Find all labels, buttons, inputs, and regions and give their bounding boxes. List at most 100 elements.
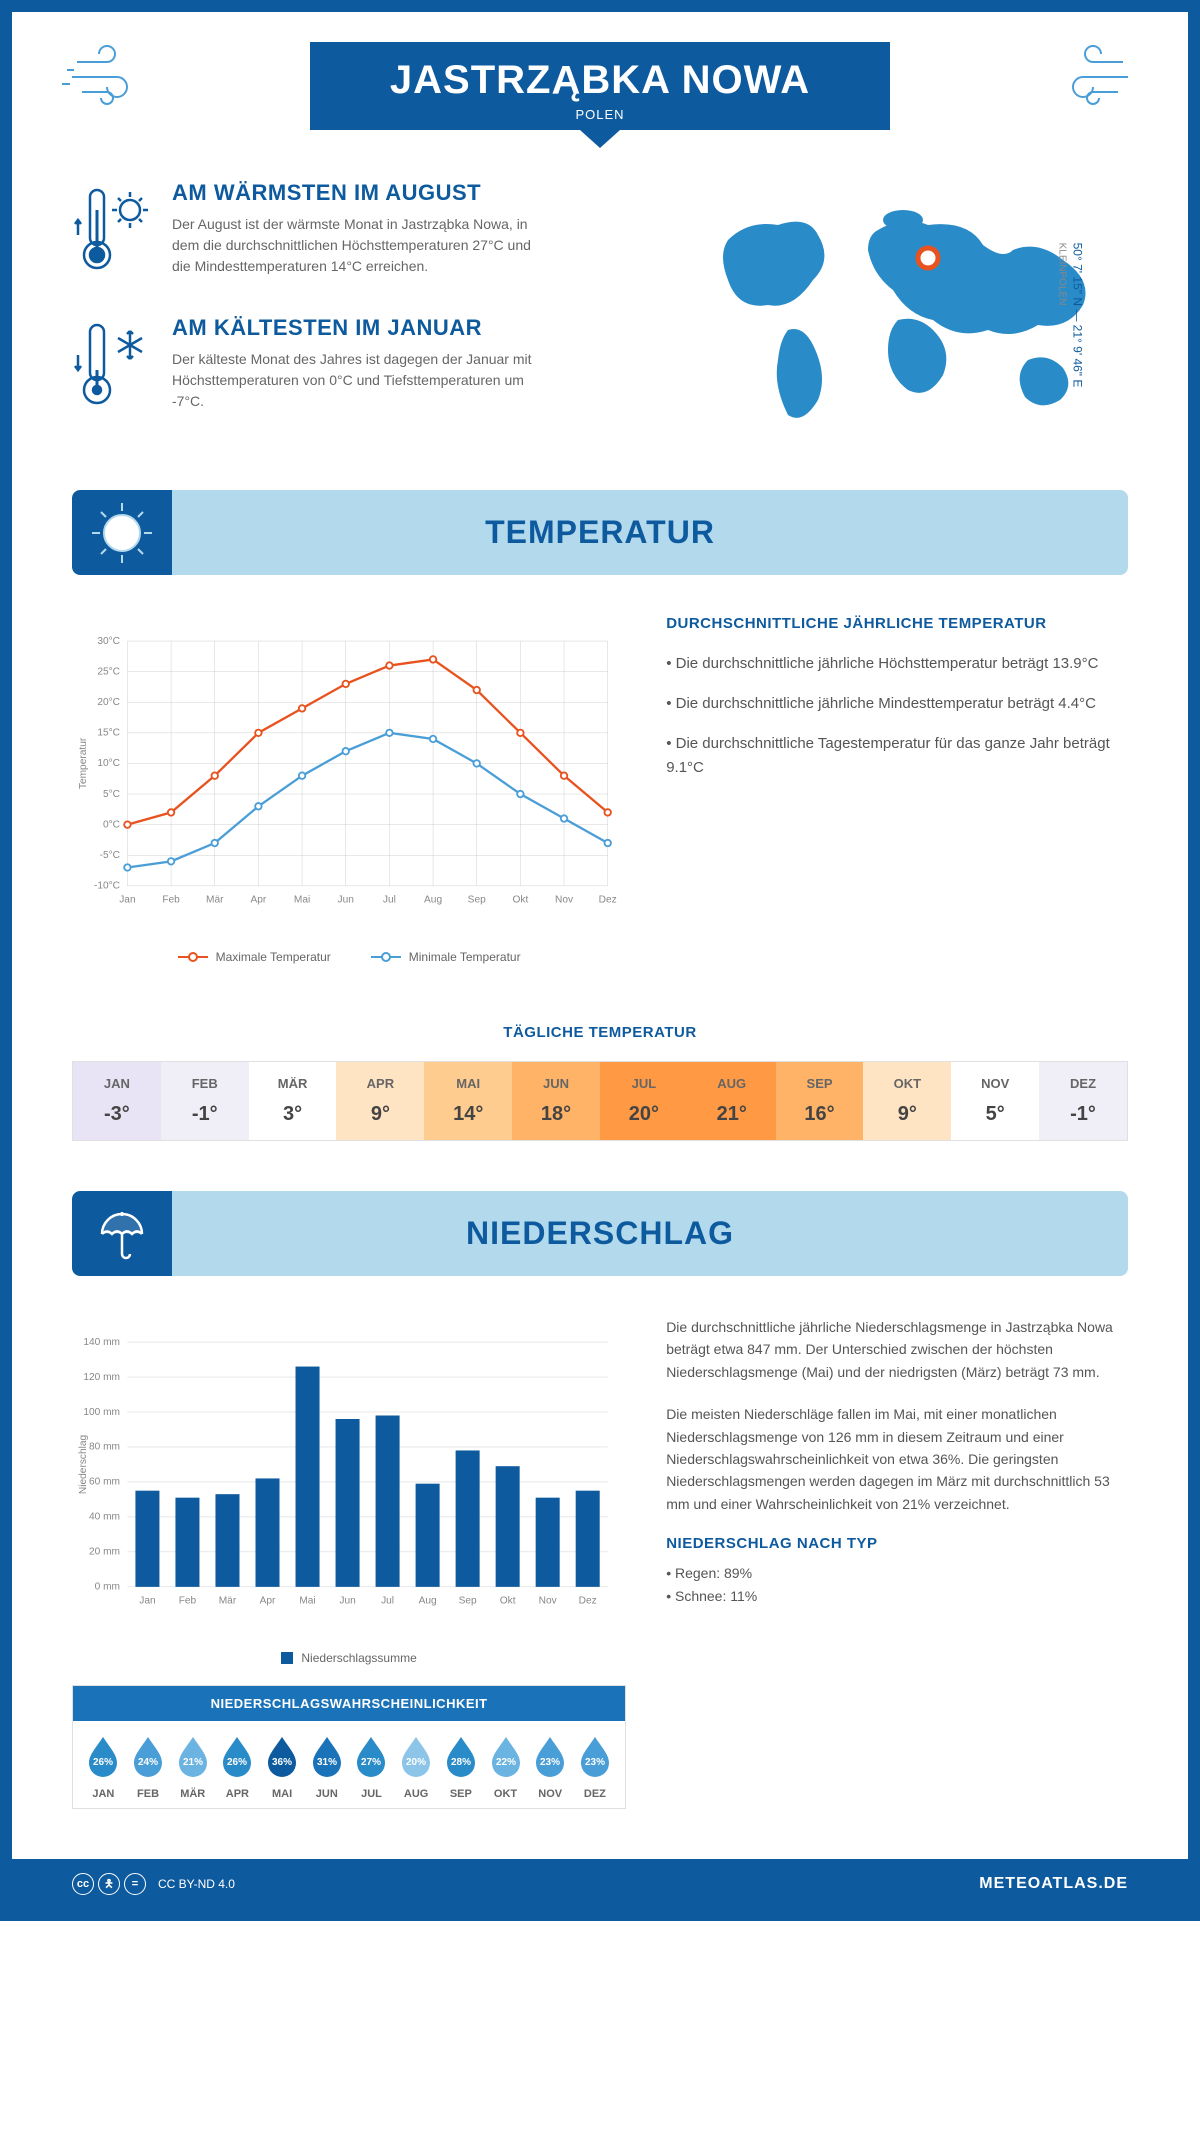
precip-text: Die durchschnittliche jährliche Niedersc… <box>666 1316 1128 1383</box>
svg-text:Niederschlag: Niederschlag <box>78 1435 89 1494</box>
temp-bullet: • Die durchschnittliche jährliche Mindes… <box>666 692 1128 716</box>
sun-icon <box>72 490 172 575</box>
svg-text:Mär: Mär <box>219 1595 237 1606</box>
svg-text:Aug: Aug <box>419 1595 437 1606</box>
daily-cell: APR 9° <box>336 1062 424 1140</box>
svg-text:Apr: Apr <box>260 1595 276 1606</box>
svg-text:21%: 21% <box>183 1757 203 1768</box>
site-name: METEOATLAS.DE <box>979 1875 1128 1893</box>
precipitation-title: NIEDERSCHLAG <box>72 1215 1128 1252</box>
svg-text:Nov: Nov <box>539 1595 558 1606</box>
svg-text:120 mm: 120 mm <box>83 1372 120 1383</box>
svg-text:80 mm: 80 mm <box>89 1442 120 1453</box>
daily-cell: NOV 5° <box>951 1062 1039 1140</box>
probability-cell: 28% SEP <box>439 1733 484 1800</box>
daily-cell: MÄR 3° <box>249 1062 337 1140</box>
svg-text:Nov: Nov <box>555 894 574 905</box>
chart-legend: .legend-line[style*="e8521e"]::before{bo… <box>72 950 626 964</box>
header: JASTRZĄBKA NOWA POLEN <box>12 12 1188 180</box>
country-name: POLEN <box>390 107 810 122</box>
umbrella-icon <box>72 1191 172 1276</box>
svg-text:10°C: 10°C <box>97 758 120 769</box>
svg-text:20 mm: 20 mm <box>89 1547 120 1558</box>
svg-text:Mai: Mai <box>299 1595 315 1606</box>
svg-text:25°C: 25°C <box>97 666 120 677</box>
footer: cc 🯅 = CC BY-ND 4.0 METEOATLAS.DE <box>12 1859 1188 1909</box>
svg-text:100 mm: 100 mm <box>83 1407 120 1418</box>
precipitation-chart: 0 mm20 mm40 mm60 mm80 mm100 mm120 mm140 … <box>72 1316 626 1636</box>
temperature-info: DURCHSCHNITTLICHE JÄHRLICHE TEMPERATUR •… <box>666 615 1128 964</box>
by-icon: 🯅 <box>98 1873 120 1895</box>
world-map-container: 50° 7' 15" N — 21° 9' 46" E KLEINPOLEN <box>688 180 1128 450</box>
warmest-title: AM WÄRMSTEN IM AUGUST <box>172 180 532 206</box>
precipitation-section-header: NIEDERSCHLAG <box>72 1191 1128 1276</box>
probability-cell: 26% JAN <box>81 1733 126 1800</box>
svg-text:20%: 20% <box>406 1757 426 1768</box>
wind-icon <box>1048 42 1138 117</box>
daily-cell: SEP 16° <box>776 1062 864 1140</box>
city-name: JASTRZĄBKA NOWA <box>390 58 810 103</box>
probability-cell: 23% NOV <box>528 1733 573 1800</box>
precip-type-title: NIEDERSCHLAG NACH TYP <box>666 1535 1128 1552</box>
svg-text:0°C: 0°C <box>103 819 120 830</box>
svg-text:23%: 23% <box>540 1757 560 1768</box>
daily-cell: MAI 14° <box>424 1062 512 1140</box>
temp-bullet: • Die durchschnittliche Tagestemperatur … <box>666 732 1128 780</box>
temperature-content: -10°C-5°C0°C5°C10°C15°C20°C25°C30°CJanFe… <box>12 575 1188 1004</box>
coordinates: 50° 7' 15" N — 21° 9' 46" E KLEINPOLEN <box>1057 243 1085 388</box>
temp-info-title: DURCHSCHNITTLICHE JÄHRLICHE TEMPERATUR <box>666 615 1128 632</box>
svg-text:-10°C: -10°C <box>94 881 120 892</box>
svg-text:40 mm: 40 mm <box>89 1512 120 1523</box>
svg-text:31%: 31% <box>317 1757 337 1768</box>
daily-cell: AUG 21° <box>688 1062 776 1140</box>
svg-text:Dez: Dez <box>599 894 617 905</box>
coldest-block: AM KÄLTESTEN IM JANUAR Der kälteste Mona… <box>72 315 648 420</box>
svg-text:Jan: Jan <box>139 1595 155 1606</box>
cc-icons: cc 🯅 = <box>72 1873 146 1895</box>
daily-cell: OKT 9° <box>863 1062 951 1140</box>
svg-text:60 mm: 60 mm <box>89 1477 120 1488</box>
svg-text:30°C: 30°C <box>97 636 120 647</box>
probability-box: NIEDERSCHLAGSWAHRSCHEINLICHKEIT 26% JAN … <box>72 1685 626 1809</box>
svg-text:Dez: Dez <box>579 1595 597 1606</box>
svg-text:Jun: Jun <box>338 894 354 905</box>
svg-text:15°C: 15°C <box>97 728 120 739</box>
svg-text:Feb: Feb <box>179 1595 197 1606</box>
probability-cell: 22% OKT <box>483 1733 528 1800</box>
warmest-text: Der August ist der wärmste Monat in Jast… <box>172 214 532 277</box>
precip-text: Die meisten Niederschläge fallen im Mai,… <box>666 1403 1128 1515</box>
coldest-title: AM KÄLTESTEN IM JANUAR <box>172 315 532 341</box>
svg-text:Sep: Sep <box>468 894 486 905</box>
temperature-title: TEMPERATUR <box>72 514 1128 551</box>
svg-text:Feb: Feb <box>162 894 180 905</box>
svg-text:27%: 27% <box>361 1757 381 1768</box>
svg-text:24%: 24% <box>138 1757 158 1768</box>
probability-cell: 23% DEZ <box>573 1733 618 1800</box>
svg-text:Temperatur: Temperatur <box>78 737 89 789</box>
temp-bullet: • Die durchschnittliche jährliche Höchst… <box>666 652 1128 676</box>
precipitation-content: 0 mm20 mm40 mm60 mm80 mm100 mm120 mm140 … <box>12 1276 1188 1829</box>
warmest-block: AM WÄRMSTEN IM AUGUST Der August ist der… <box>72 180 648 285</box>
svg-text:26%: 26% <box>227 1757 247 1768</box>
precip-legend: Niederschlagssumme <box>72 1651 626 1665</box>
probability-cell: 31% JUN <box>304 1733 349 1800</box>
svg-text:26%: 26% <box>93 1757 113 1768</box>
svg-text:23%: 23% <box>585 1757 605 1768</box>
daily-cell: JUL 20° <box>600 1062 688 1140</box>
probability-cell: 26% APR <box>215 1733 260 1800</box>
svg-text:Jul: Jul <box>381 1595 394 1606</box>
thermometer-snowflake-icon <box>72 315 152 420</box>
probability-cell: 27% JUL <box>349 1733 394 1800</box>
temperature-chart: -10°C-5°C0°C5°C10°C15°C20°C25°C30°CJanFe… <box>72 615 626 964</box>
svg-text:-5°C: -5°C <box>100 850 120 861</box>
wind-icon <box>62 42 152 117</box>
daily-temp-title: TÄGLICHE TEMPERATUR <box>12 1024 1188 1041</box>
probability-cell: 36% MAI <box>260 1733 305 1800</box>
thermometer-sun-icon <box>72 180 152 285</box>
svg-text:0 mm: 0 mm <box>95 1582 120 1593</box>
daily-cell: FEB -1° <box>161 1062 249 1140</box>
intro-section: AM WÄRMSTEN IM AUGUST Der August ist der… <box>12 180 1188 490</box>
svg-text:36%: 36% <box>272 1757 292 1768</box>
svg-text:Sep: Sep <box>459 1595 477 1606</box>
nd-icon: = <box>124 1873 146 1895</box>
